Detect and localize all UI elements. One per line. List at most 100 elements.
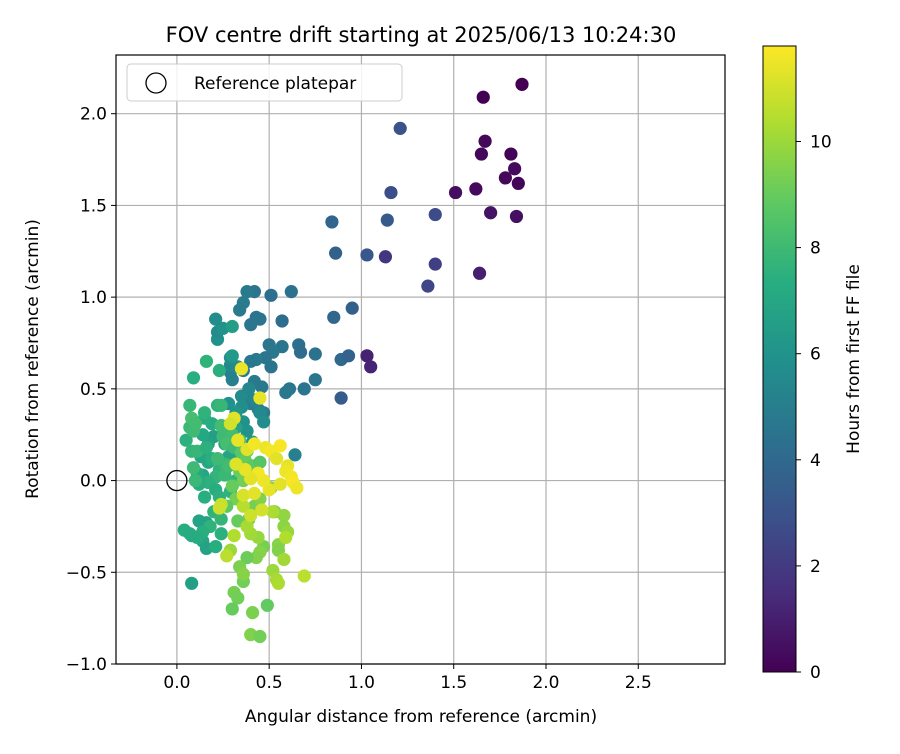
y-tick-label: 1.0 bbox=[80, 288, 107, 308]
colorbar-tick-label: 10 bbox=[810, 132, 832, 152]
colorbar-label: Hours from first FF file bbox=[844, 264, 864, 454]
x-axis-label: Angular distance from reference (arcmin) bbox=[245, 707, 597, 727]
data-point bbox=[421, 279, 435, 293]
data-point bbox=[279, 530, 293, 545]
data-point bbox=[297, 382, 311, 396]
data-point bbox=[212, 501, 226, 515]
data-point bbox=[448, 185, 463, 200]
x-tick-label: 1.5 bbox=[440, 673, 467, 693]
data-point bbox=[242, 382, 256, 396]
data-point bbox=[277, 508, 291, 523]
data-point bbox=[190, 530, 204, 545]
data-point bbox=[185, 576, 199, 590]
y-tick-label: 2.0 bbox=[80, 105, 107, 125]
data-point bbox=[511, 176, 525, 191]
data-point bbox=[223, 417, 238, 431]
data-point bbox=[288, 448, 302, 462]
data-point bbox=[234, 362, 249, 376]
x-tick-label: 1.0 bbox=[348, 673, 375, 693]
x-tick-label: 2.5 bbox=[625, 673, 652, 693]
colorbar-ticks: 0 2 4 6 8 10 bbox=[796, 132, 832, 683]
legend: Reference platepar bbox=[126, 63, 403, 102]
chart-title: FOV centre drift starting at 2025/06/13 … bbox=[166, 23, 677, 47]
data-point bbox=[428, 207, 442, 222]
data-point bbox=[183, 398, 197, 412]
data-point bbox=[474, 147, 488, 161]
data-point bbox=[498, 171, 512, 185]
data-point bbox=[236, 499, 250, 513]
data-point bbox=[264, 360, 278, 374]
data-point bbox=[472, 266, 487, 280]
data-point bbox=[210, 451, 225, 466]
data-point bbox=[264, 288, 278, 302]
data-point bbox=[244, 508, 258, 523]
data-point bbox=[273, 477, 287, 491]
y-tick-label: 0.0 bbox=[80, 472, 107, 492]
colorbar-tick-label: 8 bbox=[810, 239, 821, 259]
x-axis-ticks: 0.0 0.5 1.0 1.5 2.0 2.5 bbox=[163, 664, 652, 693]
data-point bbox=[380, 213, 394, 227]
data-point bbox=[515, 77, 529, 91]
data-point bbox=[212, 363, 226, 378]
data-point bbox=[329, 246, 343, 260]
data-point bbox=[334, 391, 348, 405]
data-point bbox=[341, 349, 356, 363]
data-point bbox=[233, 303, 247, 317]
data-point bbox=[253, 391, 267, 405]
reference-marker bbox=[166, 469, 188, 492]
data-point bbox=[428, 257, 442, 271]
colorbar-tick-label: 6 bbox=[810, 345, 821, 365]
data-point bbox=[255, 503, 269, 517]
data-point bbox=[469, 182, 483, 196]
data-point bbox=[255, 380, 269, 394]
colorbar-tick-label: 0 bbox=[810, 663, 821, 683]
y-axis-ticks: −1.0 −0.5 0.0 0.5 1.0 1.5 2.0 bbox=[66, 105, 116, 675]
data-point bbox=[220, 549, 234, 563]
data-point bbox=[209, 540, 223, 554]
data-point bbox=[225, 602, 239, 616]
colorbar-gradient bbox=[762, 45, 797, 673]
data-point bbox=[247, 437, 262, 451]
data-point bbox=[269, 451, 284, 466]
data-point bbox=[360, 349, 374, 363]
x-tick-label: 0.5 bbox=[256, 673, 283, 693]
data-point bbox=[244, 354, 258, 368]
data-point bbox=[199, 440, 214, 455]
data-point bbox=[227, 528, 241, 543]
x-tick-label: 0.0 bbox=[163, 673, 190, 693]
data-point bbox=[179, 433, 193, 447]
reference-platepar-marker bbox=[166, 469, 188, 492]
data-point bbox=[378, 250, 393, 264]
data-point bbox=[277, 552, 291, 567]
data-point bbox=[325, 215, 339, 229]
data-point bbox=[229, 457, 243, 471]
data-point bbox=[186, 371, 201, 385]
data-point bbox=[327, 310, 341, 324]
data-point bbox=[188, 417, 202, 431]
data-point bbox=[188, 473, 202, 488]
data-point bbox=[509, 209, 524, 224]
y-tick-label: −0.5 bbox=[66, 563, 107, 583]
data-point bbox=[240, 551, 254, 565]
colorbar-tick-label: 4 bbox=[810, 451, 821, 471]
colorbar-tick-label: 2 bbox=[810, 557, 821, 577]
data-point bbox=[209, 312, 223, 326]
data-point bbox=[231, 591, 245, 605]
data-point bbox=[360, 248, 374, 262]
data-point bbox=[249, 551, 263, 565]
data-point bbox=[225, 349, 239, 363]
data-points bbox=[177, 77, 529, 644]
data-point bbox=[384, 185, 398, 200]
plot-frame bbox=[115, 54, 726, 665]
data-point bbox=[478, 134, 492, 148]
data-point bbox=[214, 527, 228, 541]
data-point bbox=[186, 461, 201, 475]
data-point bbox=[279, 385, 293, 400]
colorbar: 0 2 4 6 8 10 Hours from first FF file bbox=[762, 45, 864, 683]
data-point bbox=[290, 481, 304, 495]
y-tick-label: 1.5 bbox=[80, 196, 107, 216]
data-point bbox=[236, 488, 250, 502]
data-point bbox=[260, 598, 274, 612]
data-point bbox=[197, 406, 212, 420]
